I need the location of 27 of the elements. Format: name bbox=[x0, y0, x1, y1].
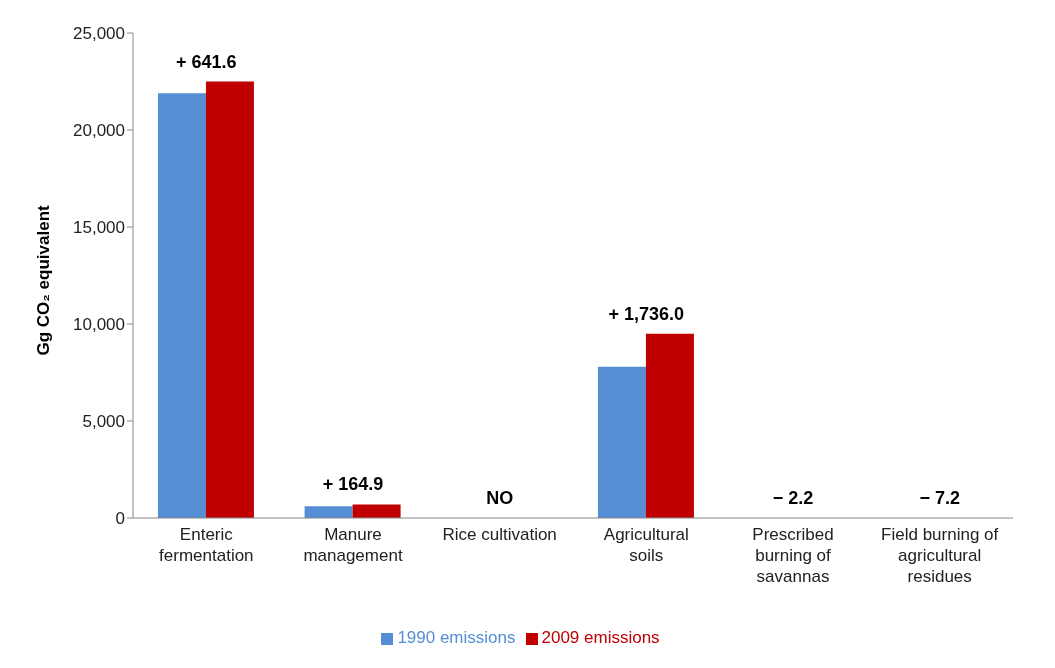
annotation: + 164.9 bbox=[322, 474, 384, 495]
annotation: + 641.6 bbox=[176, 51, 237, 72]
x-tick-label: Rice cultivation bbox=[442, 525, 557, 544]
y-tick-label: 20,000 bbox=[73, 121, 125, 141]
annotation: − 7.2 bbox=[919, 488, 960, 508]
bar bbox=[157, 93, 206, 518]
bar bbox=[205, 81, 254, 518]
bar bbox=[304, 506, 353, 518]
y-tick-label: 10,000 bbox=[73, 315, 125, 335]
legend-label: 1990 emissions bbox=[397, 628, 516, 647]
y-tick-label: 5,000 bbox=[82, 412, 125, 432]
annotation: + 1,736.0 bbox=[608, 303, 685, 324]
x-tick-label: Field burning of agricultural residues bbox=[881, 525, 999, 586]
x-tick-label: Enteric fermentation bbox=[159, 525, 254, 565]
y-tick-label: 0 bbox=[115, 509, 125, 529]
y-tick-label: 25,000 bbox=[73, 24, 125, 44]
x-tick-label: Agricultural soils bbox=[603, 525, 689, 565]
bar bbox=[597, 366, 646, 518]
annotation: NO bbox=[486, 488, 514, 508]
annotation: − 2.2 bbox=[772, 488, 814, 508]
y-axis-title: Gg CO₂ equivalent bbox=[34, 204, 54, 356]
x-tick-label: Manure management bbox=[303, 525, 403, 565]
bar bbox=[645, 333, 694, 518]
legend-label: 2009 emissions bbox=[541, 628, 660, 647]
bar bbox=[352, 504, 401, 518]
y-tick-label: 15,000 bbox=[73, 218, 125, 238]
x-tick-label: Prescribed burning of savannas bbox=[752, 525, 834, 586]
